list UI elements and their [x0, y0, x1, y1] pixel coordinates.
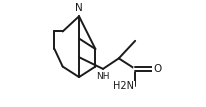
Text: O: O	[153, 64, 162, 74]
Text: H2N: H2N	[113, 81, 134, 91]
Text: N: N	[75, 3, 83, 13]
Text: NH: NH	[96, 72, 110, 81]
